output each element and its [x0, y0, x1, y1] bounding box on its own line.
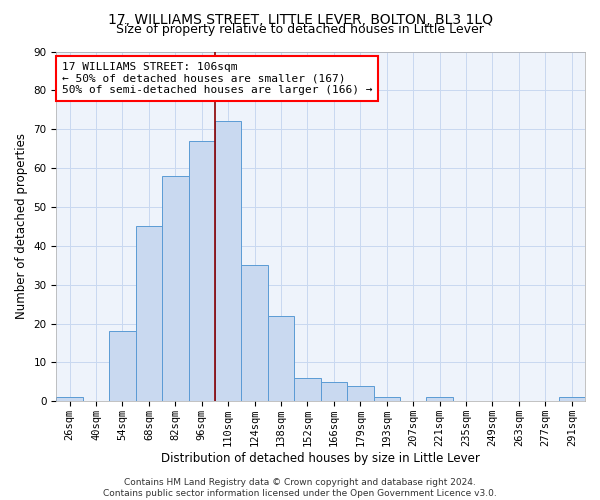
Bar [374, 398, 400, 402]
X-axis label: Distribution of detached houses by size in Little Lever: Distribution of detached houses by size … [161, 452, 480, 465]
Bar [241, 266, 268, 402]
Bar [109, 332, 136, 402]
Bar [294, 378, 321, 402]
Text: 17 WILLIAMS STREET: 106sqm
← 50% of detached houses are smaller (167)
50% of sem: 17 WILLIAMS STREET: 106sqm ← 50% of deta… [62, 62, 372, 95]
Bar [427, 398, 453, 402]
Bar [215, 122, 241, 402]
Bar [347, 386, 374, 402]
Text: Size of property relative to detached houses in Little Lever: Size of property relative to detached ho… [116, 22, 484, 36]
Bar [56, 398, 83, 402]
Text: 17, WILLIAMS STREET, LITTLE LEVER, BOLTON, BL3 1LQ: 17, WILLIAMS STREET, LITTLE LEVER, BOLTO… [107, 12, 493, 26]
Bar [321, 382, 347, 402]
Bar [268, 316, 294, 402]
Bar [162, 176, 188, 402]
Bar [559, 398, 585, 402]
Text: Contains HM Land Registry data © Crown copyright and database right 2024.
Contai: Contains HM Land Registry data © Crown c… [103, 478, 497, 498]
Y-axis label: Number of detached properties: Number of detached properties [15, 134, 28, 320]
Bar [188, 141, 215, 402]
Bar [136, 226, 162, 402]
